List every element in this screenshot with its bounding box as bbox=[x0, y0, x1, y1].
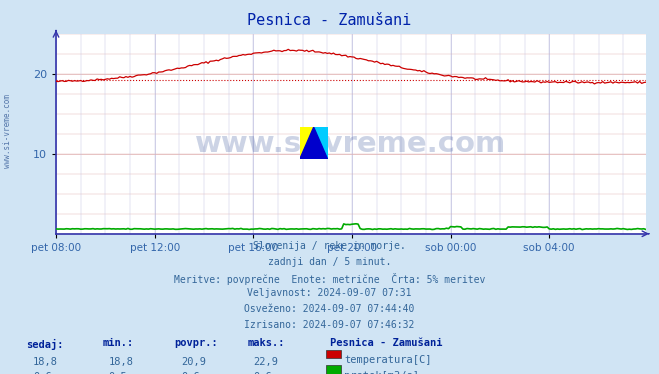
Text: Meritve: povprečne  Enote: metrične  Črta: 5% meritev: Meritve: povprečne Enote: metrične Črta:… bbox=[174, 273, 485, 285]
Text: www.si-vreme.com: www.si-vreme.com bbox=[195, 130, 507, 158]
Polygon shape bbox=[314, 127, 328, 159]
Text: 0,5: 0,5 bbox=[109, 372, 127, 374]
Text: zadnji dan / 5 minut.: zadnji dan / 5 minut. bbox=[268, 257, 391, 267]
Text: sedaj:: sedaj: bbox=[26, 338, 64, 349]
Text: 0,6: 0,6 bbox=[254, 372, 272, 374]
Polygon shape bbox=[300, 127, 314, 159]
Text: 18,8: 18,8 bbox=[109, 357, 134, 367]
Text: www.si-vreme.com: www.si-vreme.com bbox=[3, 94, 13, 168]
Text: 18,8: 18,8 bbox=[33, 357, 58, 367]
Text: Izrisano: 2024-09-07 07:46:32: Izrisano: 2024-09-07 07:46:32 bbox=[244, 320, 415, 330]
Text: 0,6: 0,6 bbox=[181, 372, 200, 374]
Text: maks.:: maks.: bbox=[247, 338, 285, 349]
Text: 20,9: 20,9 bbox=[181, 357, 206, 367]
Text: pretok[m3/s]: pretok[m3/s] bbox=[344, 371, 419, 374]
Text: 0,6: 0,6 bbox=[33, 372, 51, 374]
Text: min.:: min.: bbox=[102, 338, 133, 349]
Text: temperatura[C]: temperatura[C] bbox=[344, 355, 432, 365]
Text: Veljavnost: 2024-09-07 07:31: Veljavnost: 2024-09-07 07:31 bbox=[247, 288, 412, 298]
Text: Pesnica - Zamušani: Pesnica - Zamušani bbox=[330, 338, 442, 349]
Polygon shape bbox=[314, 151, 328, 159]
Text: Slovenija / reke in morje.: Slovenija / reke in morje. bbox=[253, 241, 406, 251]
Text: Osveženo: 2024-09-07 07:44:40: Osveženo: 2024-09-07 07:44:40 bbox=[244, 304, 415, 314]
Text: 22,9: 22,9 bbox=[254, 357, 279, 367]
Polygon shape bbox=[300, 127, 328, 159]
Text: povpr.:: povpr.: bbox=[175, 338, 218, 349]
Polygon shape bbox=[300, 127, 328, 159]
Text: Pesnica - Zamušani: Pesnica - Zamušani bbox=[247, 13, 412, 28]
